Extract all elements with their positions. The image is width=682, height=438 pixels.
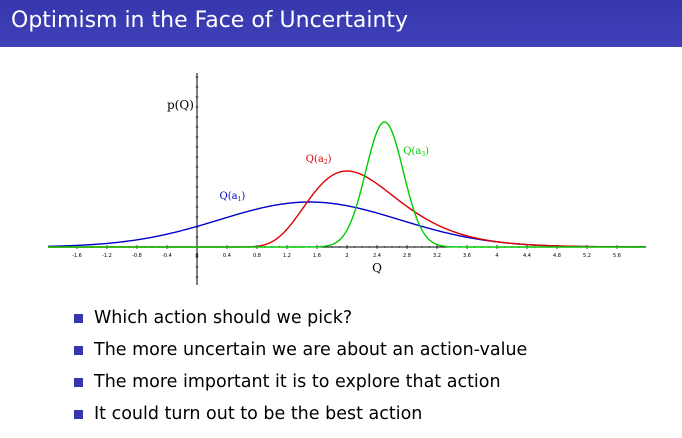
x-tick-label: 4.8 [553, 253, 561, 259]
x-tick-label: -1.6 [72, 253, 82, 259]
bullet-text: The more important it is to explore that… [94, 372, 501, 392]
x-tick-label: 4.4 [523, 253, 531, 259]
series-line-3 [48, 121, 646, 248]
bullet-item: It could turn out to be the best action [74, 401, 527, 433]
series-label-3: Q(a3) [403, 146, 429, 158]
bullet-text: It could turn out to be the best action [94, 404, 423, 424]
x-tick-label: 4 [495, 253, 498, 259]
x-tick-label: 2 [345, 253, 348, 259]
bullet-text: Which action should we pick? [94, 308, 353, 328]
slide-title: Optimism in the Face of Uncertainty [11, 8, 409, 33]
pdf-chart: -1.6 -1.2 -0.8 -0.4 0 0.4 0.8 1.2 1.6 2 2.4 2.8 3.2 3… [47, 73, 646, 285]
x-tick-label: 2.8 [403, 253, 411, 259]
series-line-2 [48, 170, 646, 248]
x-tick-label: 5.2 [583, 253, 591, 259]
x-tick-label: 2.4 [373, 253, 381, 259]
x-tick-label: -1.2 [102, 253, 112, 259]
x-tick-label: 1.2 [283, 253, 291, 259]
series-label-1: Q(a1) [220, 191, 246, 203]
slide-title-bar: Optimism in the Face of Uncertainty [0, 0, 682, 47]
x-tick-label: 5.6 [613, 253, 621, 259]
series-line-1 [47, 201, 646, 248]
x-tick-label: 1.6 [313, 253, 321, 259]
x-tick-label: 0.4 [223, 253, 231, 259]
y-axis-label: p(Q) [167, 98, 194, 112]
bullet-item: The more uncertain we are about an actio… [74, 337, 527, 369]
bullet-item: The more important it is to explore that… [74, 369, 527, 401]
bullet-square-icon [74, 346, 83, 355]
bullet-square-icon [74, 314, 83, 323]
bullet-text: The more uncertain we are about an actio… [94, 340, 528, 360]
bullet-square-icon [74, 410, 83, 419]
bullet-item: Which action should we pick? [74, 305, 527, 337]
x-tick-label: 0 [195, 253, 198, 259]
x-tick-label: -0.8 [132, 253, 142, 259]
x-tick-label: 3.6 [463, 253, 471, 259]
bullet-square-icon [74, 378, 83, 387]
x-axis-label: Q [372, 261, 382, 275]
series-label-2: Q(a2) [306, 154, 332, 166]
x-tick-label: 3.2 [433, 253, 441, 259]
x-tick-label: -0.4 [162, 253, 172, 259]
bullet-list: Which action should we pick? The more un… [74, 305, 527, 433]
x-tick-label: 0.8 [253, 253, 261, 259]
